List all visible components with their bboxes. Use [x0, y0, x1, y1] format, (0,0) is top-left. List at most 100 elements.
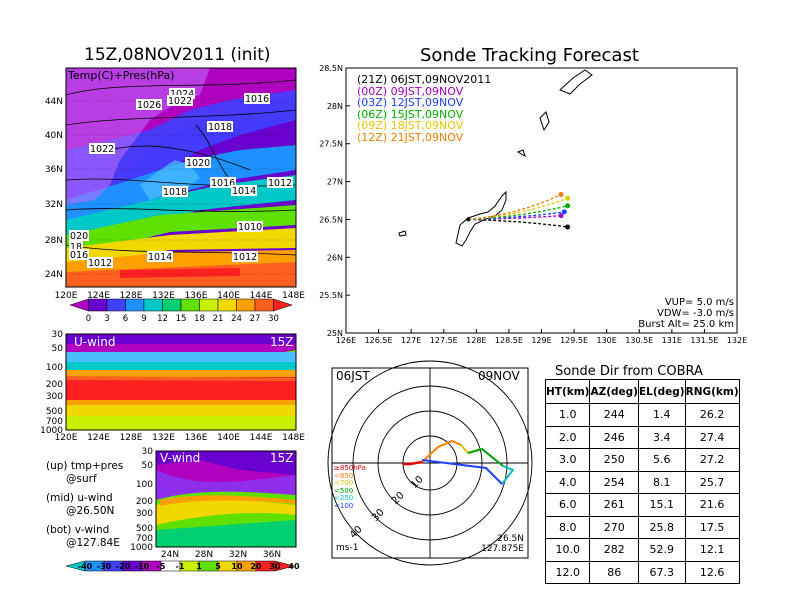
colorbar-label: 0 — [86, 314, 91, 324]
sonde-track — [468, 193, 562, 221]
table-cell: 261 — [589, 493, 639, 517]
u-ytick-label: 700 — [46, 417, 63, 427]
isobar-label: 016 — [70, 250, 88, 261]
table-cell: 8.0 — [544, 515, 591, 539]
v-ytick-label: 700 — [136, 534, 153, 544]
lon-tick-label: 140E — [217, 291, 240, 301]
table-cell: 244 — [589, 403, 639, 427]
v-ytick-label: 1000 — [130, 543, 153, 553]
colorbar-swatch — [273, 298, 293, 312]
fc-xtick-label: 129.5E — [560, 336, 588, 345]
fc-xtick-label: 127.5E — [430, 336, 458, 345]
table-cell: 12.1 — [684, 538, 740, 562]
polar-level-label: <500 — [334, 486, 354, 495]
table-cell: 3.0 — [544, 448, 591, 472]
lat-tick-label: 40N — [45, 131, 63, 141]
fc-xtick-label: 126.5E — [365, 336, 393, 345]
fc-ytick-label: 25N — [327, 329, 343, 338]
polar-level-label: <700 — [334, 479, 354, 488]
v-wind-label: V-wind — [160, 451, 201, 465]
u-ytick-label: 300 — [46, 392, 63, 402]
table-cell: 5.6 — [637, 448, 686, 472]
table-cell: 17.5 — [684, 515, 740, 539]
v-xtick-label: 36N — [263, 550, 281, 560]
dir-title: Sonde Dir from COBRA — [555, 364, 703, 379]
u-ytick-label: 50 — [52, 344, 64, 354]
legend-entry: (09Z) 18JST,09NOV — [357, 119, 464, 133]
table-cell: 282 — [589, 538, 639, 562]
fc-xtick-label: 126E — [336, 336, 356, 345]
v-xtick-label: 24N — [161, 550, 179, 560]
table-cell: 25.7 — [684, 470, 740, 494]
table-cell: 86 — [589, 560, 639, 584]
u-ytick-label: 1000 — [40, 426, 63, 436]
table-cell: 246 — [589, 425, 639, 449]
sonde-landing-point — [558, 213, 564, 219]
colorbar-label: 30 — [268, 314, 279, 324]
polar-right-label: 09NOV — [478, 369, 520, 383]
lat-tick-label: 24N — [45, 270, 63, 280]
colorbar-swatch — [217, 298, 237, 312]
v-colorbar-label: 40 — [288, 562, 300, 571]
isobar-label: 1012 — [233, 252, 257, 263]
fc-ytick-label: 26.5N — [319, 215, 343, 224]
colorbar-label: 12 — [157, 314, 168, 324]
u-xtick-label: 148E — [282, 433, 305, 443]
isobar-label: 1012 — [88, 258, 112, 269]
colorbar-swatch — [236, 298, 256, 312]
table-cell: 3.4 — [637, 425, 686, 449]
isobar-label: 1020 — [186, 158, 210, 169]
v-colorbar-label: 20 — [250, 562, 262, 571]
v-ytick-label: 300 — [136, 509, 153, 519]
table-cell: 2.0 — [544, 425, 591, 449]
fc-ytick-label: 26N — [327, 253, 343, 262]
colorbar-swatch — [162, 298, 182, 312]
fc-xtick-label: 129E — [531, 336, 551, 345]
legend-entry: (12Z) 21JST,09NOV — [357, 131, 464, 144]
sonde-landing-point — [565, 203, 571, 209]
polar-level-label: <850 — [334, 471, 354, 480]
colorbar-swatch — [125, 298, 145, 312]
lon-tick-label: 124E — [87, 291, 110, 301]
polar-location: 26.5N 127.875E — [481, 534, 524, 554]
u-xtick-label: 136E — [185, 433, 208, 443]
table-cell: 250 — [589, 448, 639, 472]
colorbar-swatch — [88, 298, 108, 312]
lon-tick-label: 128E — [120, 291, 143, 301]
fc-xtick-label: 132E — [727, 336, 747, 345]
v-colorbar-label: 30 — [269, 562, 281, 571]
isobar-label: 1016 — [211, 178, 235, 189]
lat-tick-label: 32N — [45, 200, 63, 210]
v-colorbar-label: -5 — [157, 562, 166, 571]
polar-level-label: <100 — [334, 502, 354, 510]
colorbar-label: 27 — [250, 314, 261, 324]
table-cell: 27.4 — [684, 425, 740, 449]
legend-entry: (00Z) 09JST,09NOV — [357, 84, 464, 98]
polar-level-label: <250 — [334, 494, 354, 503]
isobar-label: 020 — [70, 231, 88, 242]
table-row: 1.0 244 1.4 26.2 — [544, 403, 740, 427]
u-xtick-label: 144E — [250, 433, 273, 443]
fc-ytick-label: 25.5N — [319, 291, 343, 300]
v-ytick-label: 200 — [136, 497, 153, 507]
isobar-label: 1018 — [163, 187, 187, 198]
table-row: 6.0 261 15.1 21.6 — [544, 493, 740, 517]
table-cell: 8.1 — [637, 470, 686, 494]
table-cell: 254 — [589, 470, 639, 494]
u-xtick-label: 132E — [152, 433, 175, 443]
table-cell: 21.6 — [684, 493, 740, 517]
isobar-label: 1010 — [238, 222, 262, 233]
colorbar-label: 6 — [123, 314, 128, 324]
fc-ytick-label: 27N — [327, 178, 343, 187]
lon-tick-label: 136E — [185, 291, 208, 301]
explain-bot: (bot) v-wind @127.84E — [46, 524, 120, 549]
table-cell: 6.0 — [544, 493, 591, 517]
v-colorbar-label: -40 — [78, 562, 93, 571]
fc-xtick-label: 131E — [662, 336, 682, 345]
sonde-landing-point — [565, 224, 571, 230]
table-header: AZ(deg) — [589, 379, 639, 404]
explain-mid: (mid) u-wind @26.50N — [46, 492, 115, 517]
table-row: 2.0 246 3.4 27.4 — [544, 425, 740, 449]
fc-xtick-label: 130.5E — [625, 336, 653, 345]
v-ytick-label: 50 — [142, 461, 154, 471]
